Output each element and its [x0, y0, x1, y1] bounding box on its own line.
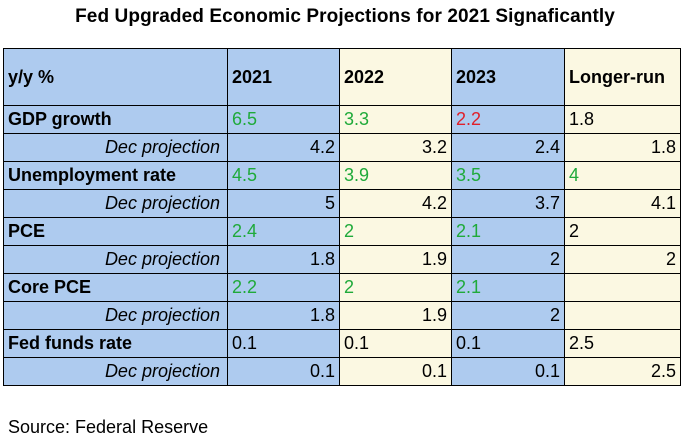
dec-projection-row: Dec projection 4.2 3.2 2.4 1.8 [3, 133, 681, 162]
metric-row: Unemployment rate 4.5 3.9 3.5 4 [3, 161, 681, 190]
dec-projection-row: Dec projection 1.8 1.9 2 2 [3, 245, 681, 274]
cell-2023: 2.4 [451, 133, 565, 162]
cell-2021: 2.4 [227, 217, 340, 246]
metric-row: GDP growth 6.5 3.3 2.2 1.8 [3, 105, 681, 134]
cell-longer-run: 2 [564, 217, 681, 246]
metric-label: Unemployment rate [3, 161, 228, 190]
cell-longer-run: 2 [564, 245, 681, 274]
cell-2022: 0.1 [339, 329, 452, 358]
cell-2021: 0.1 [227, 357, 340, 386]
cell-2021: 0.1 [227, 329, 340, 358]
header-longer-run: Longer-run [564, 48, 681, 106]
dec-projection-row: Dec projection 5 4.2 3.7 4.1 [3, 189, 681, 218]
header-units: y/y % [3, 48, 228, 106]
projections-table: y/y % 2021 2022 2023 Longer-run GDP grow… [3, 48, 681, 386]
cell-longer-run [564, 301, 681, 330]
source-note: Source: Federal Reserve [8, 417, 209, 437]
metric-row: Core PCE 2.2 2 2.1 [3, 273, 681, 302]
dec-projection-row: Dec projection 1.8 1.9 2 [3, 301, 681, 330]
cell-longer-run: 4.1 [564, 189, 681, 218]
cell-longer-run: 4 [564, 161, 681, 190]
cell-2021: 2.2 [227, 273, 340, 302]
metric-label: Fed funds rate [3, 329, 228, 358]
dec-projection-label: Dec projection [3, 357, 228, 386]
cell-longer-run [564, 273, 681, 302]
cell-2021: 5 [227, 189, 340, 218]
chart-title: Fed Upgraded Economic Projections for 20… [75, 6, 615, 27]
cell-2023: 2.1 [451, 217, 565, 246]
header-2021: 2021 [227, 48, 340, 106]
cell-longer-run: 2.5 [564, 357, 681, 386]
cell-2021: 4.5 [227, 161, 340, 190]
cell-2023: 0.1 [451, 329, 565, 358]
cell-2022: 1.9 [339, 301, 452, 330]
header-2023: 2023 [451, 48, 565, 106]
cell-2021: 6.5 [227, 105, 340, 134]
metric-row: PCE 2.4 2 2.1 2 [3, 217, 681, 246]
cell-2023: 0.1 [451, 357, 565, 386]
cell-2023: 2.1 [451, 273, 565, 302]
cell-longer-run: 1.8 [564, 133, 681, 162]
dec-projection-label: Dec projection [3, 301, 228, 330]
cell-2022: 1.9 [339, 245, 452, 274]
cell-2023: 2 [451, 245, 565, 274]
dec-projection-label: Dec projection [3, 245, 228, 274]
cell-2022: 0.1 [339, 357, 452, 386]
cell-2021: 1.8 [227, 245, 340, 274]
cell-2021: 4.2 [227, 133, 340, 162]
cell-2022: 2 [339, 217, 452, 246]
dec-projection-label: Dec projection [3, 189, 228, 218]
cell-2022: 3.3 [339, 105, 452, 134]
cell-2023: 2.2 [451, 105, 565, 134]
cell-longer-run: 2.5 [564, 329, 681, 358]
cell-2023: 3.5 [451, 161, 565, 190]
header-2022: 2022 [339, 48, 452, 106]
cell-2022: 3.9 [339, 161, 452, 190]
cell-2023: 2 [451, 301, 565, 330]
metric-label: Core PCE [3, 273, 228, 302]
cell-2022: 3.2 [339, 133, 452, 162]
dec-projection-row: Dec projection 0.1 0.1 0.1 2.5 [3, 357, 681, 386]
cell-longer-run: 1.8 [564, 105, 681, 134]
cell-2022: 4.2 [339, 189, 452, 218]
metric-row: Fed funds rate 0.1 0.1 0.1 2.5 [3, 329, 681, 358]
cell-2023: 3.7 [451, 189, 565, 218]
cell-2022: 2 [339, 273, 452, 302]
metric-label: PCE [3, 217, 228, 246]
header-row: y/y % 2021 2022 2023 Longer-run [3, 48, 681, 106]
metric-label: GDP growth [3, 105, 228, 134]
dec-projection-label: Dec projection [3, 133, 228, 162]
cell-2021: 1.8 [227, 301, 340, 330]
